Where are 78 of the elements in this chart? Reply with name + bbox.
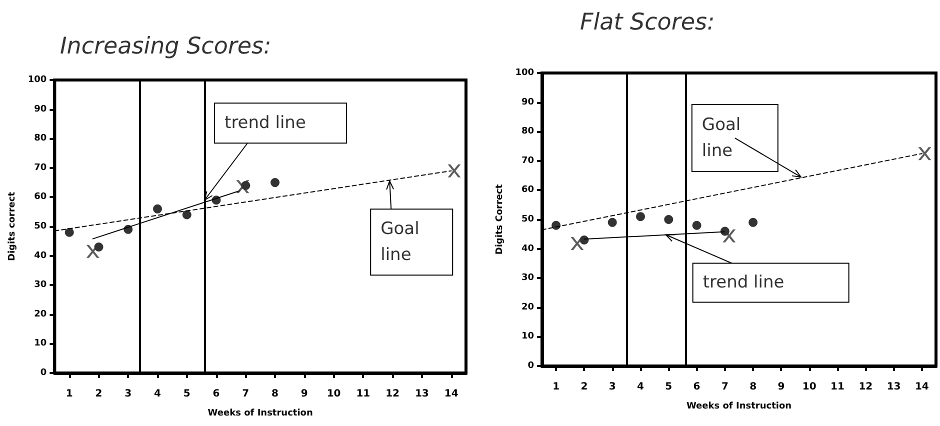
- y-tick-label: 70: [521, 156, 534, 166]
- y-tick-label: 30: [34, 280, 47, 290]
- y-tick-label: 100: [28, 75, 47, 85]
- annotation: trend line: [702, 272, 784, 293]
- x-tick-label: 14: [444, 388, 458, 400]
- y-tick-label: 10: [34, 338, 47, 349]
- y-tick-label: 60: [34, 192, 47, 202]
- point: [608, 218, 617, 227]
- x-tick-label: 2: [95, 388, 102, 400]
- y-tick-label: 80: [521, 126, 534, 137]
- point: [552, 220, 561, 230]
- annotation: trend line: [224, 113, 306, 134]
- x-tick-label: 4: [637, 382, 644, 392]
- point: [86, 244, 100, 258]
- y-tick-label: 10: [521, 332, 534, 342]
- y-tick-label: 20: [34, 309, 47, 320]
- point: [664, 215, 674, 224]
- annotation: Goal line: [380, 219, 425, 266]
- point: [692, 220, 702, 230]
- x-tick-label: 11: [830, 382, 844, 392]
- point: [636, 212, 645, 222]
- x-tick-label: 7: [242, 388, 250, 400]
- y-tick-label: 30: [521, 273, 534, 284]
- point: [153, 204, 162, 214]
- y-tick-label: 100: [515, 68, 534, 78]
- y-tick-label: 40: [34, 250, 47, 261]
- x-tick-label: 6: [212, 388, 220, 400]
- point: [448, 164, 461, 178]
- x-tick-label: 7: [721, 382, 728, 392]
- annotation: Goal line: [702, 115, 746, 162]
- x-tick-label: 12: [386, 388, 400, 400]
- x-axis-title: Weeks of Instruction: [208, 408, 313, 418]
- x-tick-label: 5: [665, 382, 672, 392]
- y-tick-label: 20: [521, 302, 534, 312]
- x-tick-label: 4: [154, 388, 162, 400]
- x-tick-label: 2: [580, 382, 588, 392]
- x-tick-label: 5: [183, 388, 190, 400]
- y-tick-label: 90: [34, 104, 47, 114]
- chart-title: Increasing Scores:: [60, 34, 272, 60]
- x-tick-label: 3: [608, 382, 616, 392]
- y-tick-label: 40: [521, 244, 534, 254]
- chart-title: Flat Scores:: [580, 10, 715, 36]
- y-axis-title: Digits correct: [8, 191, 18, 262]
- y-tick-label: 60: [521, 185, 534, 196]
- x-tick-label: 3: [124, 388, 132, 400]
- x-tick-label: 9: [300, 388, 308, 400]
- point: [212, 196, 221, 205]
- point: [236, 180, 250, 194]
- y-tick-label: 0: [528, 361, 534, 371]
- x-tick-label: 13: [886, 382, 901, 392]
- y-tick-label: 50: [34, 222, 47, 232]
- x-tick-label: 12: [858, 382, 873, 392]
- y-tick-label: 80: [34, 134, 47, 144]
- y-tick-label: 90: [521, 97, 534, 108]
- point: [124, 224, 133, 234]
- x-tick-label: 14: [914, 382, 929, 392]
- x-tick-label: 11: [356, 388, 370, 400]
- point: [270, 178, 280, 188]
- point: [918, 147, 932, 160]
- y-tick-label: 0: [40, 368, 47, 378]
- y-tick-label: 70: [34, 162, 47, 173]
- x-axis-title: Weeks of Instruction: [686, 402, 792, 412]
- x-tick-label: 10: [326, 388, 341, 400]
- x-tick-label: 6: [693, 382, 700, 392]
- x-tick-label: 8: [750, 382, 757, 392]
- x-tick-label: 9: [778, 382, 785, 392]
- y-axis-title: Digits Correct: [494, 184, 505, 255]
- point: [182, 210, 192, 220]
- point: [722, 229, 736, 242]
- y-tick-label: 50: [521, 214, 534, 224]
- x-tick-label: 1: [66, 388, 73, 400]
- point: [64, 228, 74, 237]
- x-tick-label: 13: [414, 388, 429, 400]
- x-tick-label: 8: [272, 388, 279, 400]
- x-tick-label: 1: [552, 382, 560, 392]
- x-tick-label: 10: [802, 382, 816, 392]
- point: [748, 218, 758, 227]
- point: [570, 237, 584, 250]
